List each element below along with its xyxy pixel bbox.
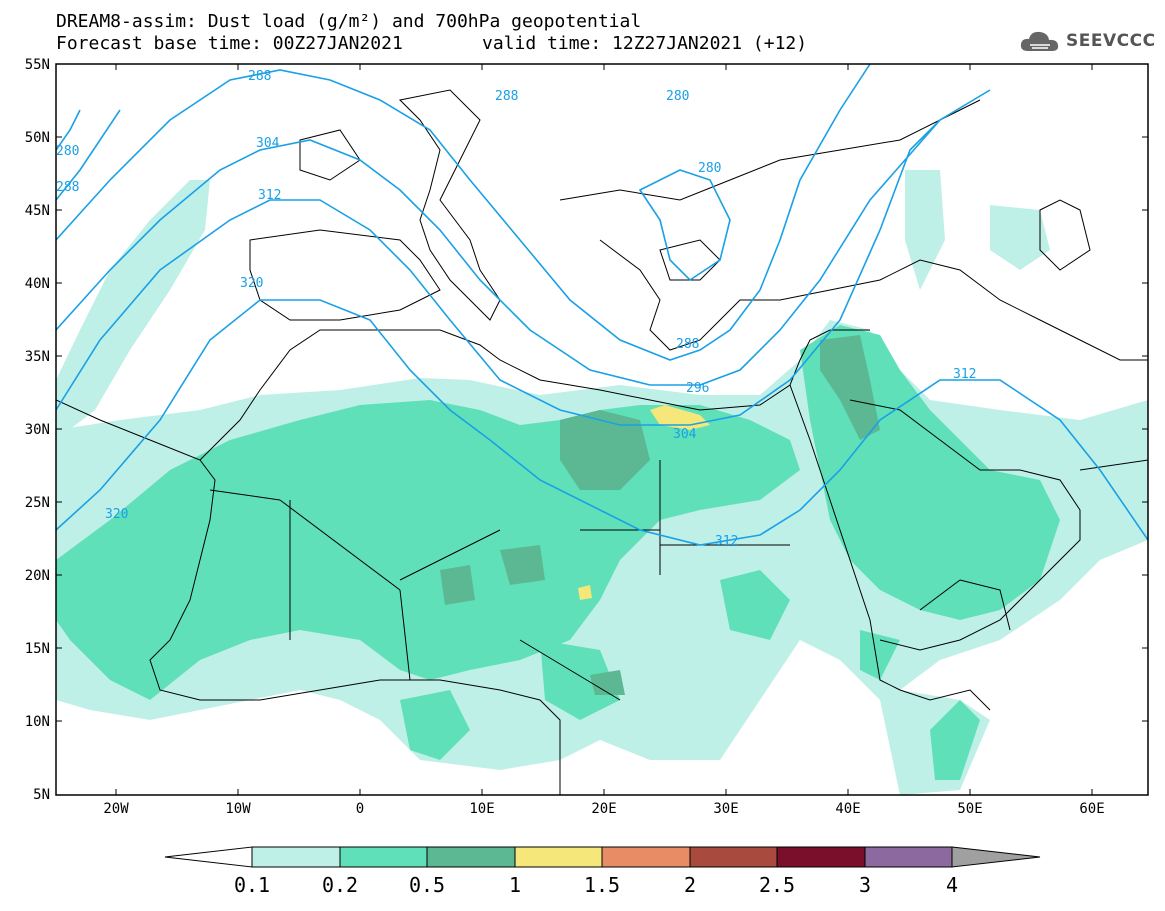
forecast-base-time: Forecast base time: 00Z27JAN2021 xyxy=(56,33,403,54)
colorbar-segment xyxy=(426,846,516,868)
contour-label: 320 xyxy=(240,276,263,291)
coastlines xyxy=(56,89,1148,795)
contour-label: 288 xyxy=(248,69,271,84)
lon-label: 50E xyxy=(957,801,982,817)
lat-label: 10N xyxy=(25,714,50,730)
valid-time: valid time: 12Z27JAN2021 (+12) xyxy=(482,33,808,54)
lon-label: 10E xyxy=(469,801,494,817)
lat-label: 35N xyxy=(25,349,50,365)
lat-label: 30N xyxy=(25,422,50,438)
lat-label: 5N xyxy=(33,787,50,803)
colorbar-tick: 0.5 xyxy=(409,873,445,897)
contour-label: 312 xyxy=(953,367,976,382)
colorbar-tick: 0.2 xyxy=(322,873,358,897)
contour-label: 280 xyxy=(698,161,721,176)
contour-label: 304 xyxy=(256,136,280,151)
lon-label: 0 xyxy=(356,801,364,817)
colorbar-tick: 4 xyxy=(946,873,958,897)
lat-label: 55N xyxy=(25,57,50,73)
colorbar-tick: 1.5 xyxy=(584,873,620,897)
axis-ticks xyxy=(56,63,1148,795)
map-title: DREAM8-assim: Dust load (g/m²) and 700hP… xyxy=(56,11,642,32)
colorbar-tick: 1 xyxy=(509,873,521,897)
colorbar-upper-arrow xyxy=(951,846,1041,868)
lat-label: 25N xyxy=(25,495,50,511)
colorbar-segment xyxy=(689,846,778,868)
contour-label: 288 xyxy=(676,337,699,352)
contour-label: 288 xyxy=(495,89,518,104)
colorbar-segment xyxy=(601,846,691,868)
lat-label: 20N xyxy=(25,568,50,584)
contour-label: 312 xyxy=(715,534,738,549)
colorbar-tick: 0.1 xyxy=(234,873,270,897)
contour-label: 296 xyxy=(686,381,709,396)
colorbar-segment xyxy=(864,846,953,868)
dust-shading xyxy=(56,170,1148,795)
contour-label: 280 xyxy=(666,89,689,104)
cloud-icon xyxy=(1020,31,1059,51)
colorbar-segment xyxy=(776,846,866,868)
lon-label: 60E xyxy=(1079,801,1104,817)
lat-label: 45N xyxy=(25,203,50,219)
lat-label: 15N xyxy=(25,641,50,657)
colorbar-tick: 2.5 xyxy=(759,873,795,897)
contour-label: 304 xyxy=(673,427,697,442)
colorbar-tick: 3 xyxy=(859,873,871,897)
lat-label: 40N xyxy=(25,276,50,292)
lon-label: 20W xyxy=(103,801,129,817)
contour-labels: 288 304 312 320 280 288 280 280 288 296 … xyxy=(56,69,976,549)
contour-label: 280 xyxy=(56,144,79,159)
colorbar-segment xyxy=(251,846,341,868)
lat-label: 50N xyxy=(25,130,50,146)
lon-label: 40E xyxy=(835,801,860,817)
contour-label: 320 xyxy=(105,507,128,522)
lon-label: 10W xyxy=(225,801,251,817)
lon-label: 20E xyxy=(591,801,616,817)
colorbar-tick: 2 xyxy=(684,873,696,897)
latitude-labels: 55N 50N 45N 40N 35N 30N 25N 20N 15N 10N … xyxy=(25,57,50,803)
colorbar-lower-arrow xyxy=(164,846,253,868)
colorbar-segment xyxy=(339,846,428,868)
geopotential-contours xyxy=(56,64,1148,546)
logo-text: SEEVCCC xyxy=(1066,31,1156,51)
contour-label: 288 xyxy=(56,180,79,195)
contour-label: 312 xyxy=(258,188,281,203)
colorbar-segment xyxy=(514,846,603,868)
longitude-labels: 20W 10W 0 10E 20E 30E 40E 50E 60E xyxy=(103,801,1104,817)
lon-label: 30E xyxy=(713,801,738,817)
colorbar-labels: 0.1 0.2 0.5 1 1.5 2 2.5 3 4 xyxy=(234,873,958,897)
colorbar xyxy=(164,846,1041,868)
seevccc-logo: SEEVCCC xyxy=(1018,27,1156,55)
